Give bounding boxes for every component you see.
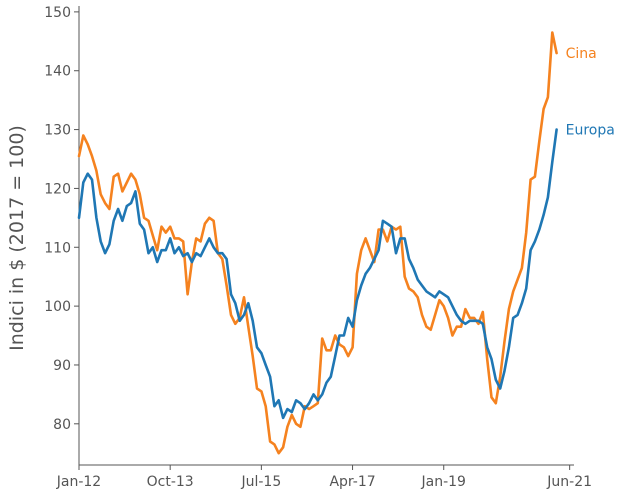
x-ticks: Jan-12 Oct-13 Jul-15 Apr-17 Jan-19 Jun-21 [56,465,592,490]
y-tick-label: 110 [44,240,71,256]
series-line-cina [77,31,558,455]
x-tick-label: Apr-17 [329,474,375,490]
series-line-europa [77,128,558,420]
y-tick-label: 100 [44,299,71,315]
y-tick-label: 140 [44,64,71,80]
series-labels: Cina Europa [566,46,615,139]
x-tick-label: Oct-13 [147,474,194,490]
y-tick-label: 90 [53,358,71,374]
x-tick-label: Jun-21 [546,474,592,490]
series-label-europa: Europa [566,123,615,139]
y-tick-label: 150 [44,5,71,21]
series-label-cina: Cina [566,46,597,62]
x-tick-label: Jul-15 [240,474,281,490]
series-group [77,31,558,455]
y-tick-label: 130 [44,123,71,139]
y-axis-title: Indici in $ (2017 = 100) [6,125,28,351]
x-tick-label: Jan-19 [421,474,466,490]
y-tick-label: 80 [53,417,71,433]
y-tick-label: 120 [44,181,71,197]
x-tick-label: Jan-12 [56,474,101,490]
y-ticks: 80 90 100 110 120 130 140 150 [44,5,79,433]
